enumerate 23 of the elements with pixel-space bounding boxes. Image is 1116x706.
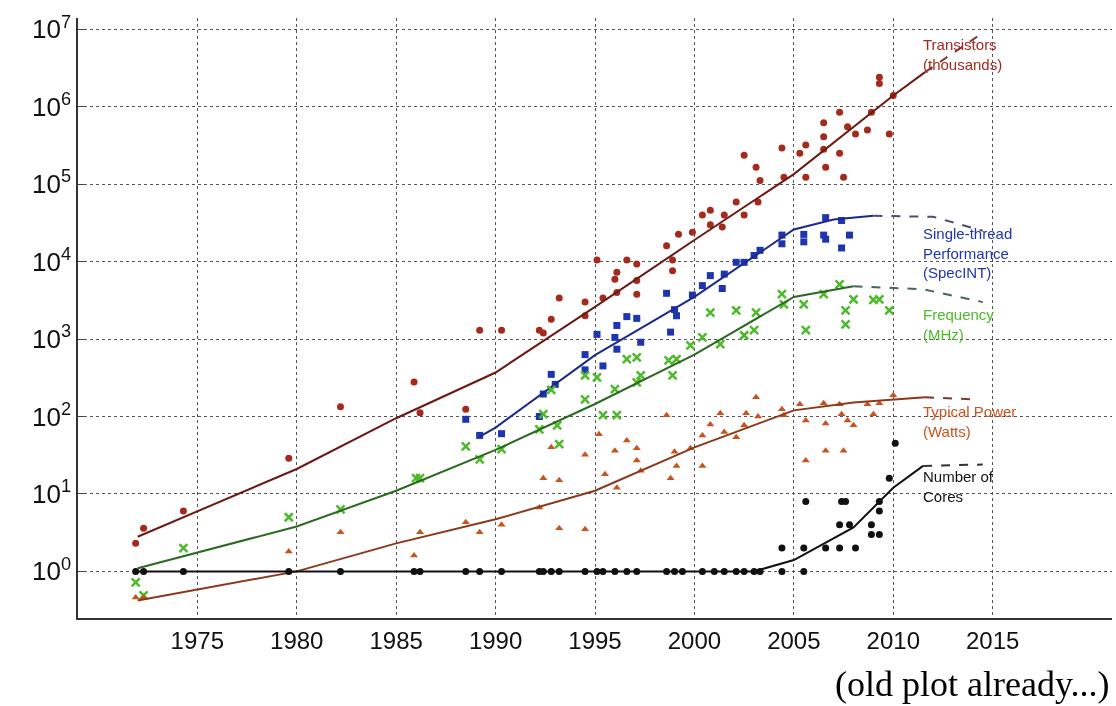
y-tick-label: 10$^{4}$: [32, 243, 72, 277]
text: Single-thread Performance (SpecINT): [923, 225, 1013, 281]
x-tick-label: 2010: [866, 626, 920, 654]
series-label: Typical Power (Watts): [923, 403, 1017, 440]
y-tick-label: 10$^{2}$: [32, 398, 72, 432]
x-tick-label: 2015: [965, 626, 1020, 654]
x-tick-label: 1985: [369, 626, 423, 654]
y-tick-label: 10$^{0}$: [32, 553, 72, 587]
x-tick-label: 1995: [568, 626, 622, 654]
text: (old plot already...): [835, 664, 1110, 704]
x-tick-label: 1975: [170, 626, 225, 654]
y-tick-label: 10$^{3}$: [32, 321, 72, 355]
y-tick-label: 10$^{6}$: [32, 88, 72, 122]
x-tick-label: 2005: [767, 626, 821, 654]
text: Transistors (thousands): [923, 36, 1003, 73]
y-tick-label: 10$^{5}$: [32, 166, 72, 200]
x-tick-label: 1980: [270, 626, 324, 654]
y-tick-label: 10$^{7}$: [32, 11, 72, 45]
series-label: Frequency (MHz): [923, 306, 995, 343]
y-tick-label: 10$^{1}$: [32, 476, 72, 510]
x-tick-label: 1990: [468, 626, 523, 654]
text: Number of Cores: [923, 468, 994, 505]
x-tick-label: 2000: [667, 626, 722, 654]
